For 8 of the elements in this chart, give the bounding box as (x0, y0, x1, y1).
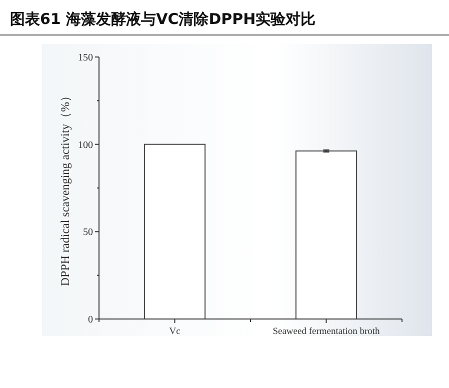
y-tick-label: 50 (83, 227, 93, 238)
y-tick-label: 100 (78, 140, 93, 151)
chart-title: 图表61 海藻发酵液与VC清除DPPH实验对比 (10, 10, 316, 28)
x-tick-label: Seaweed fermentation broth (272, 327, 380, 337)
y-axis-title: DPPH radical scavenging activity（%） (58, 90, 72, 286)
y-tick-label: 150 (78, 52, 93, 64)
y-tick-label: 0 (88, 314, 93, 326)
x-tick-label: Vc (169, 327, 180, 337)
